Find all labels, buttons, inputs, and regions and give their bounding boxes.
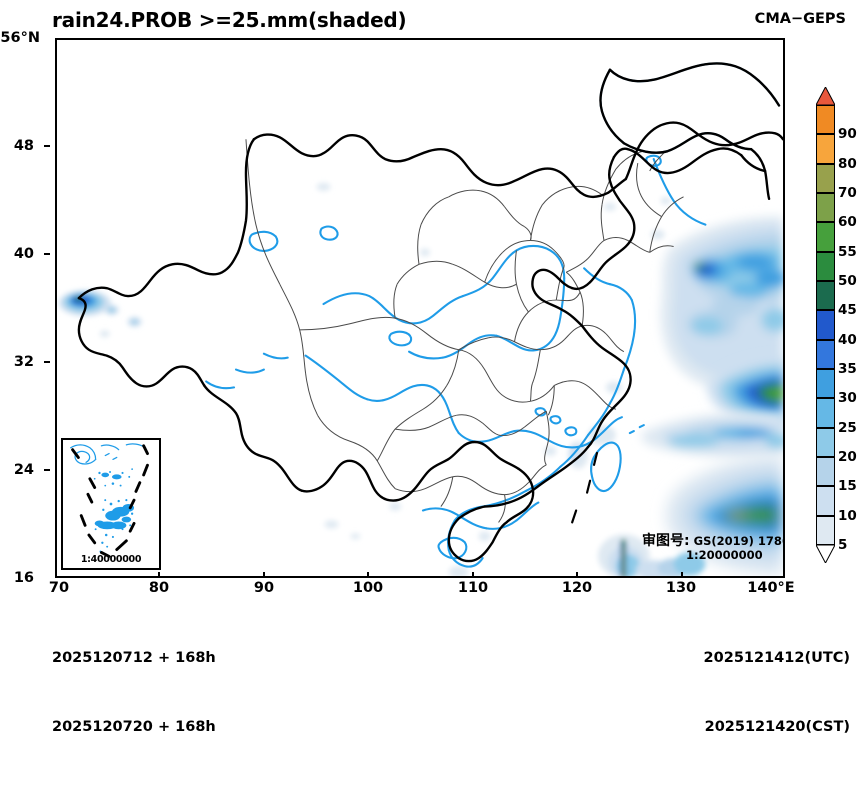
inset-scale-label: 1:40000000	[80, 554, 142, 565]
y-tick-mark-32	[44, 361, 50, 363]
approval-number-value: GS(2019) 1786	[693, 534, 785, 548]
x-tick-mark-80	[158, 572, 160, 578]
y-tick-16: 16	[13, 570, 34, 586]
colorbar-segment-5	[816, 515, 835, 545]
y-tick-56: 56°N	[0, 30, 40, 46]
colorbar-label-30: 30	[838, 390, 857, 407]
colorbar-label-5: 5	[838, 537, 848, 553]
x-tick-80: 80	[148, 580, 170, 596]
probability-shading-layer	[58, 182, 783, 576]
colorbar-segment-80	[816, 134, 835, 164]
island-outline-layer	[571, 451, 599, 524]
colorbar-label-45: 45	[838, 302, 857, 319]
colorbar-segment-25	[816, 398, 835, 428]
colorbar-label-90: 90	[838, 126, 857, 143]
approval-scale-value: 1:20000000	[686, 548, 763, 562]
south-china-sea-inset[interactable]: 1:40000000	[61, 438, 161, 570]
colorbar-segment-20	[816, 427, 835, 457]
x-tick-mark-130	[681, 572, 683, 578]
province-borders-layer	[245, 139, 684, 523]
colorbar-segment-45	[816, 281, 835, 311]
y-tick-mark-40	[44, 253, 50, 255]
x-tick-140: 140°E	[747, 580, 795, 596]
weather-map-page: rain24.PROB >=25.mm(shaded) CMA−GEPS	[0, 8, 857, 735]
model-label: CMA−GEPS	[754, 11, 846, 27]
colorbar-top-arrow	[816, 87, 835, 105]
colorbar-segment-35	[816, 339, 835, 369]
footer-left: 2025120712 + 168h 2025120720 + 168h	[52, 601, 216, 785]
colorbar-label-25: 25	[838, 419, 857, 436]
x-tick-mark-100	[367, 572, 369, 578]
footer-right-line1: 2025121412(UTC)	[703, 650, 850, 666]
x-axis: 70 80 90 100 110 120 130 140°E	[49, 572, 795, 602]
colorbar[interactable]: 90 80 70 60 55 50 45 40 35 30 25 20 15 10 5	[816, 87, 857, 563]
colorbar-segment-90	[816, 105, 835, 135]
colorbar-label-40: 40	[838, 331, 857, 348]
colorbar-label-15: 15	[838, 478, 857, 495]
x-tick-110: 110	[457, 580, 489, 596]
footer-left-line2: 2025120720 + 168h	[52, 719, 216, 735]
x-tick-100: 100	[352, 580, 384, 596]
colorbar-segment-55	[816, 222, 835, 252]
x-tick-90: 90	[253, 580, 275, 596]
y-tick-mark-24	[44, 469, 50, 471]
y-tick-48: 48	[13, 138, 34, 154]
colorbar-segment-60	[816, 193, 835, 223]
colorbar-label-80: 80	[838, 155, 857, 172]
colorbar-label-60: 60	[838, 214, 857, 231]
y-tick-mark-48	[44, 145, 50, 147]
x-tick-130: 130	[665, 580, 697, 596]
y-tick-24: 24	[13, 462, 34, 478]
colorbar-label-70: 70	[838, 185, 857, 201]
footer-right-line2: 2025121420(CST)	[704, 719, 850, 735]
map-canvas	[58, 62, 783, 576]
x-tick-mark-110	[472, 572, 474, 578]
x-tick-120: 120	[561, 580, 593, 596]
colorbar-segment-30	[816, 369, 835, 399]
y-axis: 56°N 48 40 32 24 16	[0, 30, 50, 586]
x-tick-mark-120	[576, 572, 578, 578]
colorbar-label-10: 10	[838, 507, 857, 524]
footer-right: 2025121412(UTC) 2025121420(CST)	[704, 601, 850, 785]
map-approval-number: 审图号: GS(2019) 1786 1:20000000	[642, 533, 785, 562]
colorbar-label-35: 35	[838, 361, 857, 377]
approval-prefix-label: 审图号:	[642, 533, 690, 549]
y-tick-40: 40	[13, 246, 34, 262]
y-tick-32: 32	[13, 354, 34, 370]
colorbar-segment-15	[816, 457, 835, 487]
x-tick-70: 70	[48, 580, 70, 596]
colorbar-bottom-arrow	[816, 545, 835, 563]
footer-left-line1: 2025120712 + 168h	[52, 650, 216, 666]
colorbar-label-50: 50	[838, 273, 857, 289]
colorbar-segment-70	[816, 163, 835, 193]
page-title: rain24.PROB >=25.mm(shaded)	[52, 8, 407, 32]
x-tick-mark-90	[263, 572, 265, 578]
colorbar-label-20: 20	[838, 449, 857, 465]
national-border-layer	[77, 62, 783, 563]
colorbar-segment-40	[816, 310, 835, 340]
colorbar-label-55: 55	[838, 243, 857, 260]
colorbar-segment-50	[816, 251, 835, 281]
inset-canvas	[70, 443, 149, 558]
colorbar-segment-10	[816, 486, 835, 516]
map-plot-frame[interactable]: 1:40000000 审图号: GS(2019) 1786 1:20000000	[55, 38, 785, 578]
